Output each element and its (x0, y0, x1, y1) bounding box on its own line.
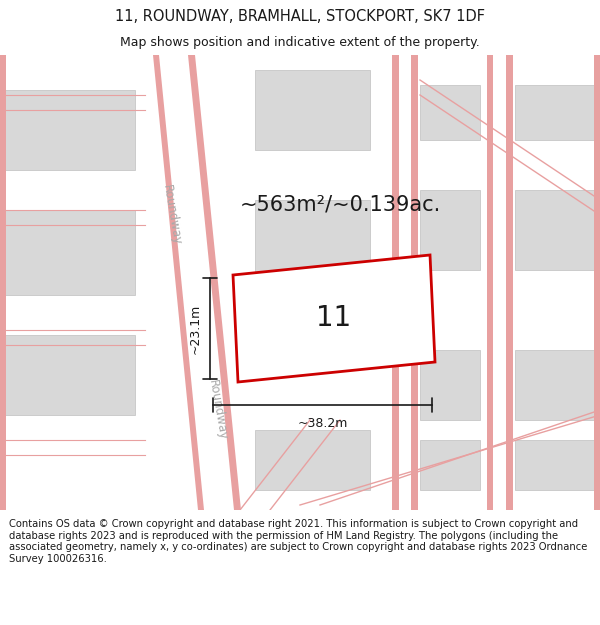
Polygon shape (487, 55, 493, 510)
Text: Roundway: Roundway (160, 184, 184, 246)
Bar (5, 90, 135, 170)
Text: 11, ROUNDWAY, BRAMHALL, STOCKPORT, SK7 1DF: 11, ROUNDWAY, BRAMHALL, STOCKPORT, SK7 1… (115, 9, 485, 24)
Polygon shape (188, 55, 241, 510)
Text: 11: 11 (316, 304, 352, 332)
Bar (420, 440, 480, 490)
Polygon shape (155, 55, 240, 510)
Polygon shape (153, 55, 204, 510)
Polygon shape (506, 55, 513, 510)
Bar (255, 70, 370, 150)
Text: Roundway: Roundway (206, 379, 230, 441)
Bar (515, 190, 595, 270)
Polygon shape (395, 55, 415, 510)
Bar (515, 440, 595, 490)
Bar (515, 350, 595, 420)
Polygon shape (392, 55, 399, 510)
Polygon shape (490, 55, 510, 510)
Bar (255, 430, 370, 490)
Bar (515, 85, 595, 140)
Bar (5, 335, 135, 415)
Polygon shape (411, 55, 418, 510)
Bar (5, 210, 135, 295)
Bar (255, 200, 370, 295)
Bar (420, 85, 480, 140)
Text: Contains OS data © Crown copyright and database right 2021. This information is : Contains OS data © Crown copyright and d… (9, 519, 587, 564)
Polygon shape (0, 55, 6, 510)
Text: ~38.2m: ~38.2m (298, 417, 347, 430)
Polygon shape (240, 410, 340, 510)
Text: ~23.1m: ~23.1m (189, 303, 202, 354)
Polygon shape (594, 55, 600, 510)
Bar (420, 350, 480, 420)
Polygon shape (233, 255, 435, 382)
Text: ~563m²/~0.139ac.: ~563m²/~0.139ac. (239, 195, 440, 215)
Text: Map shows position and indicative extent of the property.: Map shows position and indicative extent… (120, 36, 480, 49)
Bar (420, 190, 480, 270)
